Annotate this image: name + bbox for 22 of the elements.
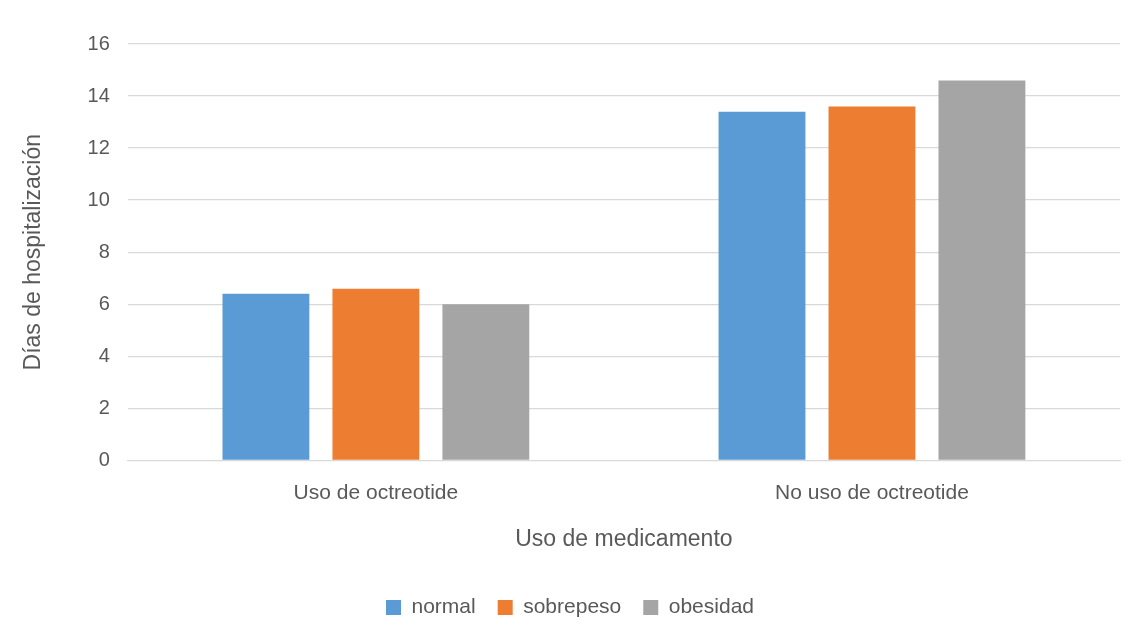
bar [828, 106, 916, 460]
y-tick-label: 8 [98, 239, 110, 262]
y-tick-label: 2 [98, 395, 110, 418]
bar [718, 111, 806, 460]
y-tick-label: 14 [87, 83, 110, 106]
y-axis-title: Días de hospitalización [19, 133, 46, 371]
bar [222, 293, 310, 460]
bar [442, 304, 530, 460]
y-tick-label: 12 [87, 135, 110, 158]
legend-label: sobrepeso [523, 594, 622, 618]
bar [938, 80, 1026, 460]
x-tick-label: No uso de octreotide [775, 479, 969, 503]
x-axis-title: Uso de medicamento [515, 524, 733, 551]
y-tick-label: 4 [98, 343, 110, 366]
legend-label: obesidad [668, 594, 755, 618]
y-tick-label: 10 [87, 187, 110, 210]
bar [332, 288, 420, 460]
legend-label: normal [411, 594, 476, 618]
y-tick-label: 16 [87, 31, 110, 54]
y-tick-label: 0 [98, 447, 110, 470]
x-tick-label: Uso de octreotide [293, 479, 459, 503]
y-tick-label: 6 [98, 291, 110, 314]
